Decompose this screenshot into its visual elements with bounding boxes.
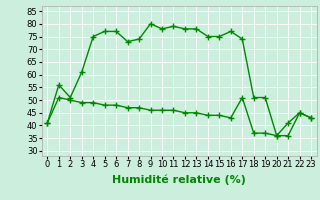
X-axis label: Humidité relative (%): Humidité relative (%) [112,175,246,185]
